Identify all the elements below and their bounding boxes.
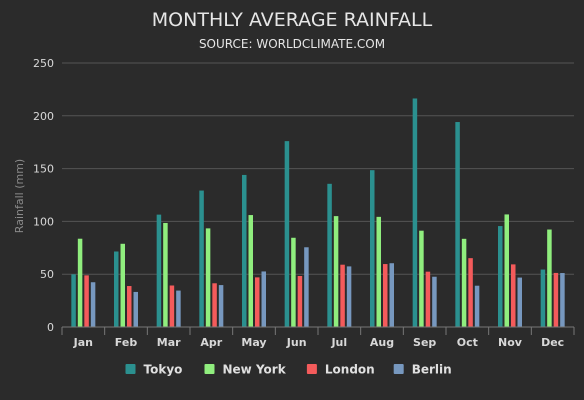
bar-london-may (255, 277, 260, 327)
bar-tokyo-jun (284, 141, 290, 327)
x-tick-label-dec: Dec (541, 336, 564, 349)
bar-new-york-mar (163, 222, 168, 327)
x-tick-label-jul: Jul (330, 336, 347, 349)
bar-tokyo-jan (71, 274, 76, 327)
bar-tokyo-jul (327, 183, 332, 327)
chart-title: MONTHLY AVERAGE RAINFALL (152, 9, 433, 31)
y-axis-title: Rainfall (mm) (13, 159, 26, 233)
bar-london-mar (169, 285, 175, 327)
x-tick-label-jun: Jun (286, 336, 307, 349)
legend-swatch-new-york (204, 364, 215, 374)
bar-new-york-jul (333, 216, 339, 327)
bar-new-york-sep (419, 230, 424, 327)
bar-tokyo-may (242, 174, 247, 327)
bar-berlin-mar (176, 290, 181, 327)
bar-new-york-nov (504, 214, 509, 327)
bar-london-aug (383, 264, 388, 327)
bar-berlin-jul (346, 266, 352, 327)
bar-london-apr (212, 283, 217, 327)
x-tick-label-apr: Apr (200, 336, 222, 349)
legend-swatch-london (306, 364, 317, 374)
x-tick-label-oct: Oct (457, 336, 478, 349)
legend-swatch-tokyo (125, 364, 136, 374)
bar-tokyo-sep (412, 98, 418, 327)
bar-berlin-sep (432, 276, 437, 327)
bar-new-york-may (248, 215, 253, 327)
bar-tokyo-nov (498, 226, 503, 327)
bar-london-oct (468, 258, 473, 327)
bar-berlin-jan (90, 282, 96, 327)
bar-berlin-may (261, 271, 266, 327)
x-tick-label-may: May (241, 336, 266, 349)
x-tick-label-nov: Nov (498, 336, 523, 349)
axes: 0 50 100 150 200 250 Jan Feb Mar Apr May Jun Jul Aug S… (33, 57, 575, 349)
bar-london-feb (127, 286, 132, 327)
y-tick-label-250: 250 (33, 57, 54, 70)
bar-berlin-dec (560, 273, 565, 327)
bar-tokyo-feb (114, 251, 119, 327)
legend-label-berlin: Berlin (412, 363, 452, 377)
bar-london-jul (340, 264, 345, 327)
y-tick-label-0: 0 (47, 321, 54, 334)
x-tick-label-feb: Feb (115, 336, 138, 349)
bar-new-york-feb (120, 243, 125, 327)
legend-label-london: London (325, 363, 375, 377)
x-tick-label-sep: Sep (413, 336, 436, 349)
bar-new-york-oct (461, 238, 467, 327)
bar-new-york-dec (547, 229, 552, 327)
gridlines (62, 62, 574, 275)
y-tick-label-200: 200 (33, 110, 54, 123)
bar-berlin-nov (517, 277, 522, 327)
bar-london-sep (425, 271, 431, 327)
bar-london-dec (553, 272, 559, 327)
legend-label-tokyo: Tokyo (144, 363, 183, 377)
legend-label-new-york: New York (223, 363, 287, 377)
bar-new-york-aug (376, 216, 381, 327)
legend-swatch-berlin (393, 364, 404, 374)
bar-berlin-apr (218, 285, 224, 327)
bar-tokyo-apr (199, 190, 204, 327)
bar-tokyo-aug (370, 170, 375, 327)
y-tick-label-50: 50 (40, 268, 54, 281)
bar-berlin-feb (133, 291, 138, 327)
bar-tokyo-oct (455, 122, 460, 327)
bar-berlin-aug (389, 263, 394, 327)
bar-london-nov (511, 264, 516, 327)
y-tick-label-100: 100 (33, 215, 54, 228)
y-tick-label-150: 150 (33, 163, 54, 176)
bar-tokyo-dec (540, 269, 546, 327)
bar-london-jun (297, 276, 303, 327)
bar-berlin-oct (474, 285, 480, 327)
bar-london-jan (84, 275, 89, 327)
x-tick-label-mar: Mar (157, 336, 181, 349)
x-tick-label-jan: Jan (73, 336, 93, 349)
bar-series (71, 98, 565, 327)
bar-berlin-jun (304, 247, 309, 327)
chart-subtitle: SOURCE: WORLDCLIMATE.COM (199, 37, 385, 51)
x-tick-label-aug: Aug (370, 336, 394, 349)
bar-new-york-jun (291, 237, 296, 327)
legend: Tokyo New York London Berlin (125, 363, 452, 377)
bar-new-york-apr (205, 228, 211, 327)
bar-new-york-jan (77, 238, 83, 327)
bar-tokyo-mar (156, 214, 162, 327)
